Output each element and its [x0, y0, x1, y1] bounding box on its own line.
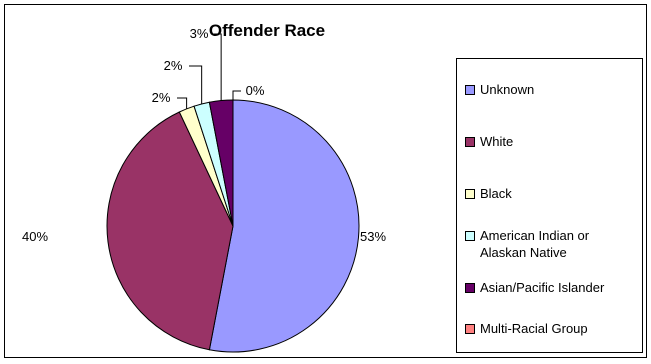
legend-label-american-indian: American Indian or Alaskan Native [480, 228, 590, 260]
legend-item-white: White [465, 133, 513, 150]
data-label-american-indian: 2% [164, 58, 183, 73]
legend-label-unknown: Unknown [480, 82, 535, 97]
pie-chart: Offender Race 53% 40% 2% 2% 3% 0% [22, 21, 386, 353]
legend-label-asian-pacific: Asian/Pacific Islander [480, 280, 605, 295]
data-label-asian-pacific: 3% [190, 26, 209, 41]
leader-line-multi-racial [232, 90, 241, 100]
legend-item-asian-pacific: Asian/Pacific Islander [465, 279, 604, 296]
chart-title: Offender Race [209, 21, 325, 40]
data-label-unknown: 53% [360, 229, 386, 244]
legend-item-american-indian: American Indian or Alaskan Native [465, 227, 589, 261]
leader-line-american-indian [189, 65, 203, 104]
leader-line-black [177, 97, 188, 109]
legend-item-unknown: Unknown [465, 81, 534, 98]
chart-area: Offender Race 53% 40% 2% 2% 3% 0% Unknown Whi… [4, 4, 647, 358]
legend-swatch-asian-pacific [465, 283, 475, 293]
leader-line-asian-pacific [214, 33, 222, 101]
legend-swatch-multi-racial [465, 324, 475, 334]
legend-swatch-black [465, 189, 475, 199]
legend-swatch-american-indian [465, 231, 475, 241]
data-label-white: 40% [22, 229, 48, 244]
legend-label-white: White [480, 134, 514, 149]
legend: Unknown White Black American Indian or A… [456, 58, 643, 353]
legend-swatch-unknown [465, 85, 475, 95]
legend-item-multi-racial: Multi-Racial Group [465, 320, 588, 337]
data-label-black: 2% [152, 90, 171, 105]
pie-slice-white [106, 111, 234, 351]
legend-swatch-white [465, 137, 475, 147]
data-label-multi-racial: 0% [246, 83, 265, 98]
pie-slice-unknown [208, 99, 360, 353]
legend-item-black: Black [465, 185, 512, 202]
legend-label-multi-racial: Multi-Racial Group [480, 321, 588, 336]
legend-label-black: Black [480, 186, 512, 201]
